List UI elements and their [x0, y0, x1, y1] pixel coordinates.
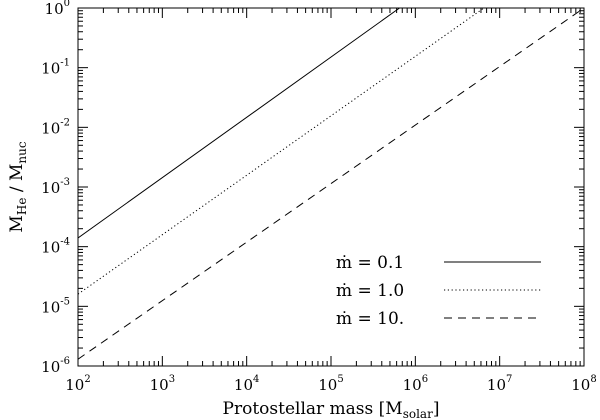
- x-tick-exponent: 7: [506, 374, 512, 385]
- x-tick-base: 10: [487, 376, 506, 394]
- y-axis-title: MHe / Mnuc: [7, 141, 29, 232]
- x-tick-label: 107: [487, 374, 512, 394]
- x-tick-exponent: 2: [84, 374, 90, 385]
- y-tick-base: 10: [45, 0, 64, 18]
- y-tick-exponent: -6: [60, 356, 70, 367]
- x-tick-exponent: 6: [422, 374, 428, 385]
- y-tick-base: 10: [41, 298, 60, 316]
- series-line-1: [78, 8, 400, 239]
- series-line-3: [78, 8, 584, 360]
- y-tick-exponent: -2: [60, 117, 70, 128]
- plot-frame: [77, 7, 585, 367]
- x-axis-title-main: Protostellar mass [M: [223, 399, 403, 419]
- x-tick-base: 10: [571, 376, 590, 394]
- y-axis-title-sub1: He: [15, 198, 29, 216]
- x-tick-base: 10: [234, 376, 253, 394]
- y-tick-base: 10: [41, 119, 60, 137]
- y-axis-title-sub2: nuc: [15, 141, 29, 163]
- x-tick-label: 102: [65, 374, 90, 394]
- legend-label-3: ṁ = 10.: [336, 309, 404, 329]
- y-tick-exponent: -1: [60, 58, 70, 69]
- x-tick-label: 105: [318, 374, 343, 394]
- x-tick-label: 106: [403, 374, 428, 394]
- x-tick-exponent: 8: [590, 374, 596, 385]
- x-axis-title-subscript: solar: [403, 407, 433, 420]
- legend-label-1: ṁ = 0.1: [336, 253, 404, 273]
- y-tick-label: 10-1: [41, 58, 70, 78]
- y-tick-exponent: -4: [60, 237, 70, 248]
- x-tick-exponent: 4: [253, 374, 259, 385]
- y-tick-base: 10: [41, 239, 60, 257]
- y-tick-label: 10-6: [41, 356, 70, 376]
- x-tick-label: 104: [234, 374, 259, 394]
- y-axis-title-m1: M: [7, 215, 27, 232]
- y-tick-exponent: -3: [60, 177, 70, 188]
- y-tick-base: 10: [41, 179, 60, 197]
- y-axis-title-mid: / M: [7, 164, 27, 198]
- y-tick-base: 10: [41, 358, 60, 376]
- x-tick-base: 10: [403, 376, 422, 394]
- x-axis-title: Protostellar mass [Msolar]: [223, 399, 440, 420]
- x-tick-exponent: 3: [169, 374, 175, 385]
- y-tick-exponent: -5: [60, 296, 70, 307]
- x-tick-exponent: 5: [337, 374, 343, 385]
- y-tick-label: 10-4: [41, 237, 70, 257]
- series-line-2: [78, 8, 485, 295]
- x-axis-title-close: ]: [433, 399, 440, 419]
- y-tick-label: 10-3: [41, 177, 70, 197]
- x-tick-base: 10: [150, 376, 169, 394]
- y-tick-label: 10-5: [41, 296, 70, 316]
- x-tick-label: 108: [571, 374, 596, 394]
- y-tick-label: 10-2: [41, 117, 70, 137]
- y-tick-exponent: 0: [64, 0, 70, 9]
- x-tick-label: 103: [150, 374, 175, 394]
- y-tick-label: 100: [45, 0, 70, 18]
- x-tick-base: 10: [318, 376, 337, 394]
- y-tick-base: 10: [41, 60, 60, 78]
- x-tick-base: 10: [65, 376, 84, 394]
- legend-label-2: ṁ = 1.0: [336, 281, 404, 301]
